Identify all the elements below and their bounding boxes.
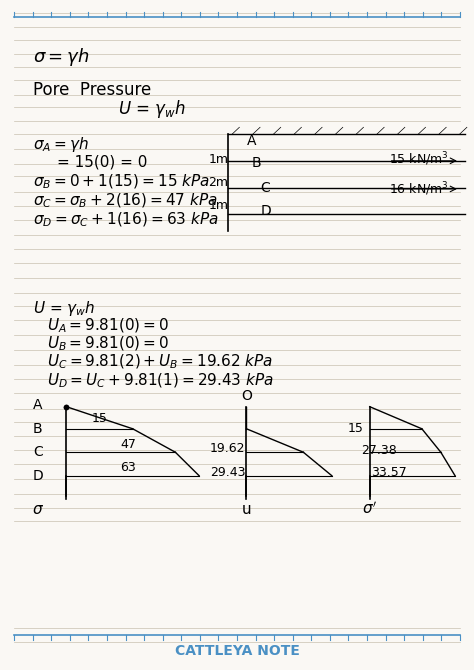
- Text: D: D: [261, 204, 272, 218]
- Text: $\sigma'$: $\sigma'$: [362, 501, 377, 517]
- Text: B: B: [251, 156, 261, 170]
- Text: 16 kN/m$^3$: 16 kN/m$^3$: [389, 180, 448, 198]
- Text: u: u: [242, 502, 251, 517]
- Text: 1m: 1m: [209, 199, 228, 212]
- Text: 33.57: 33.57: [371, 466, 407, 479]
- Text: $\sigma_D = \sigma_C + 1(16) = 63$ kPa: $\sigma_D = \sigma_C + 1(16) = 63$ kPa: [33, 210, 219, 229]
- Text: U = $\gamma_w h$: U = $\gamma_w h$: [118, 98, 186, 119]
- Text: B: B: [33, 422, 43, 436]
- Text: $\sigma = \gamma h$: $\sigma = \gamma h$: [33, 46, 90, 68]
- Text: Pore  Pressure: Pore Pressure: [33, 82, 151, 99]
- Text: = 15(0) = 0: = 15(0) = 0: [57, 155, 147, 170]
- Text: 29.43: 29.43: [210, 466, 245, 479]
- Text: 47: 47: [120, 438, 136, 451]
- Text: D: D: [33, 469, 43, 482]
- Text: $U_B =  9.81(0) = 0$: $U_B = 9.81(0) = 0$: [47, 334, 170, 353]
- Text: 27.38: 27.38: [361, 444, 397, 458]
- Text: 63: 63: [120, 461, 136, 474]
- Text: C: C: [33, 446, 43, 459]
- Text: 15: 15: [347, 422, 364, 436]
- Text: $\sigma_A = \gamma h$: $\sigma_A = \gamma h$: [33, 135, 89, 153]
- Text: 19.62: 19.62: [210, 442, 245, 456]
- Text: $U_A =  9.81(0) = 0$: $U_A = 9.81(0) = 0$: [47, 317, 170, 336]
- Text: A: A: [246, 134, 256, 147]
- Text: 15: 15: [91, 412, 108, 425]
- Text: A: A: [33, 399, 43, 412]
- Text: $U_C =  9.81(2) + U_B = 19.62$ kPa: $U_C = 9.81(2) + U_B = 19.62$ kPa: [47, 352, 273, 371]
- Text: C: C: [261, 181, 271, 194]
- Text: U = $\gamma_w h$: U = $\gamma_w h$: [33, 299, 96, 318]
- Text: $\sigma$: $\sigma$: [32, 502, 44, 517]
- Text: $\sigma_B = 0 + 1(15) = 15$ kPa: $\sigma_B = 0 + 1(15) = 15$ kPa: [33, 173, 210, 192]
- Text: $U_D =  U_C + 9.81(1) = 29.43$ kPa: $U_D = U_C + 9.81(1) = 29.43$ kPa: [47, 371, 274, 390]
- Text: 15 kN/m$^3$: 15 kN/m$^3$: [389, 151, 448, 168]
- Text: 1m: 1m: [209, 153, 228, 166]
- Text: CATTLEYA NOTE: CATTLEYA NOTE: [174, 645, 300, 658]
- Text: 2m: 2m: [209, 176, 228, 190]
- Text: $\sigma_C = \sigma_B + 2(16) = 47$ kPa: $\sigma_C = \sigma_B + 2(16) = 47$ kPa: [33, 192, 218, 210]
- Text: O: O: [241, 389, 252, 403]
